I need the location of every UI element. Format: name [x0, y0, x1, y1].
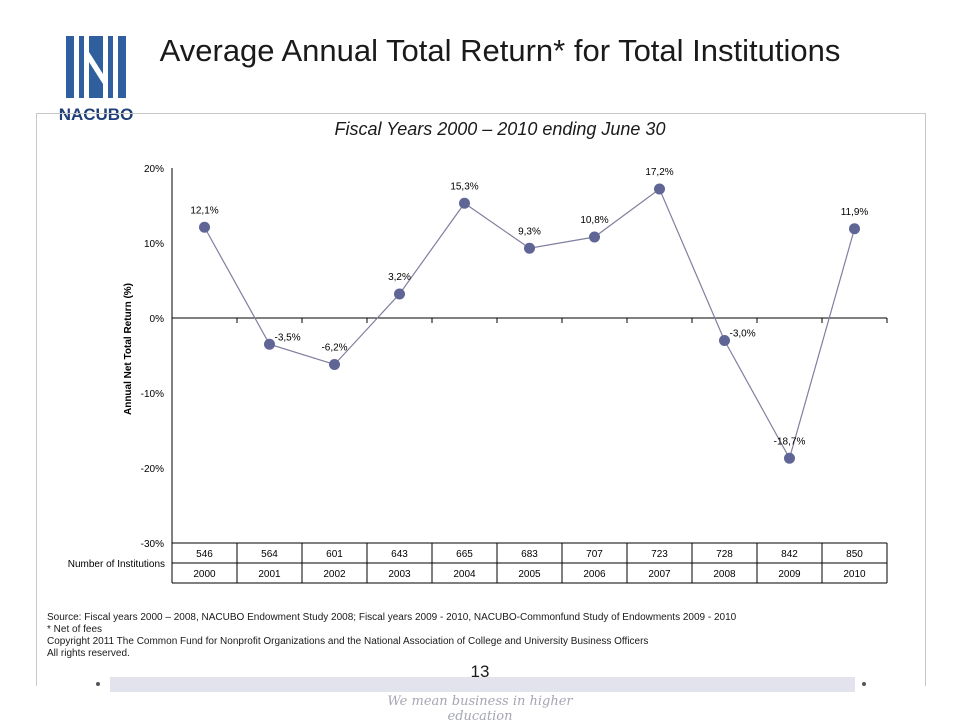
copyright-line: Copyright 2011 The Common Fund for Nonpr…: [47, 636, 649, 647]
data-label: 12,1%: [190, 205, 218, 216]
institution-count: 683: [521, 549, 538, 560]
table-row-label: Number of Institutions: [68, 559, 165, 570]
data-point: [264, 338, 275, 350]
data-point: [199, 221, 210, 233]
data-label: 9,3%: [518, 226, 541, 237]
data-point: [329, 359, 340, 370]
x-tick-label: 2006: [583, 569, 606, 580]
data-point: [394, 288, 405, 300]
x-tick-label: 2004: [453, 569, 476, 580]
slide-frame: [36, 113, 926, 686]
footer-band: [110, 677, 855, 692]
institution-count: 707: [586, 549, 603, 560]
data-label: 17,2%: [645, 167, 673, 178]
page-number: 13: [470, 662, 490, 681]
data-label: 10,8%: [580, 215, 608, 226]
y-axis-label: Annual Net Total Return (%): [123, 283, 134, 415]
data-label: -3,0%: [730, 329, 756, 340]
data-label: 15,3%: [450, 181, 478, 192]
institution-count: 723: [651, 549, 668, 560]
y-tick-label: -20%: [141, 464, 164, 475]
source-line: Source: Fiscal years 2000 – 2008, NACUBO…: [47, 612, 737, 623]
data-point: [524, 242, 535, 254]
institution-count: 665: [456, 549, 473, 560]
x-tick-label: 2007: [648, 569, 671, 580]
footer-dot-right: [862, 682, 866, 686]
data-point: [459, 197, 470, 209]
x-tick-label: 2010: [843, 569, 866, 580]
x-tick-label: 2008: [713, 569, 736, 580]
net-of-fees-note: * Net of fees: [47, 624, 103, 635]
data-label: 3,2%: [388, 272, 411, 283]
data-point: [719, 335, 730, 346]
y-tick-label: 20%: [144, 164, 164, 175]
slide-subtitle: Fiscal Years 2000 – 2010 ending June 30: [334, 119, 666, 139]
institution-count: 643: [391, 549, 408, 560]
institution-count: 728: [716, 549, 733, 560]
institution-count: 564: [261, 549, 278, 560]
x-tick-label: 2005: [518, 569, 541, 580]
institution-count: 850: [846, 549, 863, 560]
y-tick-label: -10%: [141, 389, 164, 400]
x-tick-label: 2009: [778, 569, 801, 580]
data-label: -3,5%: [275, 332, 301, 343]
source-notes: Source: Fiscal years 2000 – 2008, NACUBO…: [47, 612, 736, 660]
logo-text: NACUBO: [59, 105, 134, 124]
x-tick-label: 2003: [388, 569, 411, 580]
y-tick-label: 10%: [144, 239, 164, 250]
slide-title: Average Annual Total Return* for Total I…: [159, 33, 841, 68]
institution-count: 842: [781, 549, 798, 560]
data-point: [589, 231, 600, 243]
data-label: -18,7%: [774, 436, 806, 447]
rights-line: All rights reserved.: [47, 648, 130, 659]
data-label: -6,2%: [321, 343, 347, 354]
data-label: 11,9%: [841, 207, 869, 218]
institution-count: 601: [326, 549, 343, 560]
x-tick-label: 2001: [258, 569, 281, 580]
nacubo-logo: NACUBO: [59, 36, 134, 124]
footer-dot-left: [96, 682, 100, 686]
y-tick-label: -30%: [141, 539, 164, 550]
data-point: [784, 452, 795, 464]
data-point: [849, 223, 860, 235]
y-tick-label: 0%: [150, 314, 165, 325]
institution-count: 546: [196, 549, 213, 560]
x-tick-label: 2000: [193, 569, 216, 580]
x-tick-label: 2002: [323, 569, 346, 580]
data-point: [654, 183, 665, 195]
